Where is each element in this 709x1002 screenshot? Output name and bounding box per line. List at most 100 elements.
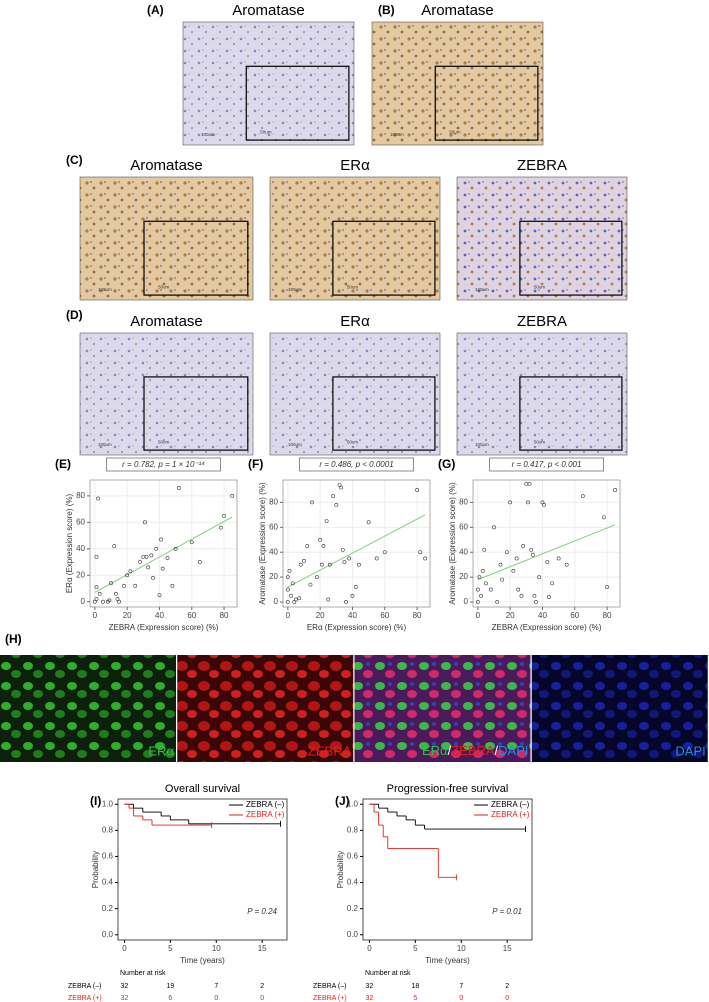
y-tick-label: 0: [464, 597, 469, 606]
point: [294, 597, 298, 602]
channel-label: ZEBRA: [308, 743, 352, 758]
inset: [519, 376, 623, 451]
point: [310, 500, 314, 505]
point: [122, 583, 126, 588]
x-tick-label: 5: [413, 944, 418, 953]
risk-count: 0: [214, 995, 218, 1002]
chart-title: Progression-free survival: [387, 783, 509, 795]
point: [133, 583, 138, 588]
point: [154, 546, 159, 551]
point: [94, 597, 99, 601]
channel-label-part: ZEBRA: [451, 743, 495, 758]
annotation-box: [489, 457, 604, 472]
risk-count: 2: [505, 983, 509, 990]
y-tick-label: 20: [459, 572, 468, 581]
risk-count: 0: [505, 995, 509, 1002]
risk-count: 7: [214, 983, 218, 990]
point: [477, 575, 482, 580]
point: [495, 600, 500, 604]
x-tick-label: 10: [212, 944, 221, 953]
point: [423, 556, 428, 561]
scale-label: 100um: [475, 442, 489, 447]
panel-label: (C): [66, 153, 83, 167]
x-tick-label: 80: [603, 611, 612, 620]
inset: [143, 220, 249, 296]
fit-line: [94, 516, 233, 593]
risk-count: 6: [168, 995, 172, 1002]
panel-title: Aromatase: [130, 157, 203, 174]
y-axis-label: Aromatase (Expression score) (%): [258, 482, 267, 605]
scale-label: 100um: [288, 442, 302, 447]
risk-row-name: ZEBRA (+): [313, 995, 347, 1002]
point: [141, 554, 146, 559]
risk-count: 0: [260, 995, 264, 1002]
scale-label: 50um: [347, 439, 359, 444]
scale-label: 50um: [158, 439, 170, 444]
risk-title: Number at risk: [120, 970, 166, 977]
point: [101, 599, 105, 604]
point: [287, 568, 292, 573]
point: [527, 481, 532, 486]
point: [524, 481, 529, 486]
panel-title: Aromatase: [232, 2, 305, 19]
point: [138, 560, 142, 564]
plot-frame: [472, 479, 621, 608]
point: [97, 591, 102, 596]
y-tick-label: 80: [269, 498, 278, 507]
panel-title: Aromatase: [421, 2, 494, 19]
point: [344, 600, 348, 604]
point: [94, 554, 99, 559]
point: [382, 550, 387, 555]
y-tick-label: 0.8: [102, 825, 114, 834]
point: [157, 593, 162, 597]
annotation-box: [299, 457, 414, 472]
x-axis-label: Time (years): [180, 956, 225, 965]
risk-count: 19: [166, 983, 174, 990]
inset: [143, 376, 249, 451]
scale-label: 50um: [158, 284, 170, 289]
y-tick-label: 60: [269, 522, 278, 531]
y-tick-label: 0.6: [102, 852, 114, 861]
fluorescence-image: [354, 655, 531, 762]
y-tick-label: 1.0: [102, 799, 114, 808]
risk-count: 32: [121, 995, 129, 1002]
fluorescence-image: [177, 655, 354, 762]
point: [230, 493, 235, 498]
y-tick-label: 0.4: [102, 878, 114, 887]
point: [149, 553, 154, 558]
x-tick-label: 40: [348, 611, 357, 620]
channel-label-part: DAPI: [498, 743, 528, 758]
x-tick-label: 15: [258, 944, 267, 953]
panel-label: (G): [438, 457, 455, 471]
point: [475, 600, 480, 604]
annotation: P = 0.24: [247, 907, 277, 916]
channel-label-part: /: [448, 743, 452, 758]
risk-row-name: ZEBRA (–): [313, 983, 346, 990]
y-axis-label: Aromatase (Expression score) (%): [448, 482, 457, 605]
point: [530, 552, 535, 557]
annotation: r = 0.417, p < 0.001: [512, 460, 582, 469]
x-tick-label: 15: [503, 944, 512, 953]
point: [319, 562, 324, 567]
x-tick-label: 60: [187, 611, 196, 620]
point: [321, 544, 326, 548]
point: [542, 503, 546, 507]
panel-label: (J): [335, 794, 350, 808]
y-tick-label: 1.0: [347, 799, 359, 808]
point: [580, 494, 585, 499]
panel-title: ZEBRA: [517, 313, 567, 330]
point: [326, 597, 331, 602]
scale-label: 100um: [201, 132, 215, 137]
panel-label: (D): [66, 308, 83, 322]
point: [534, 600, 538, 604]
inset: [245, 65, 350, 141]
scale-label: 100um: [98, 442, 112, 447]
panel-label: (A): [147, 3, 164, 17]
point: [189, 540, 194, 545]
point: [529, 547, 534, 552]
plot-frame: [89, 479, 238, 608]
scale-label: 50um: [534, 439, 546, 444]
point: [500, 577, 504, 582]
point: [342, 560, 347, 565]
